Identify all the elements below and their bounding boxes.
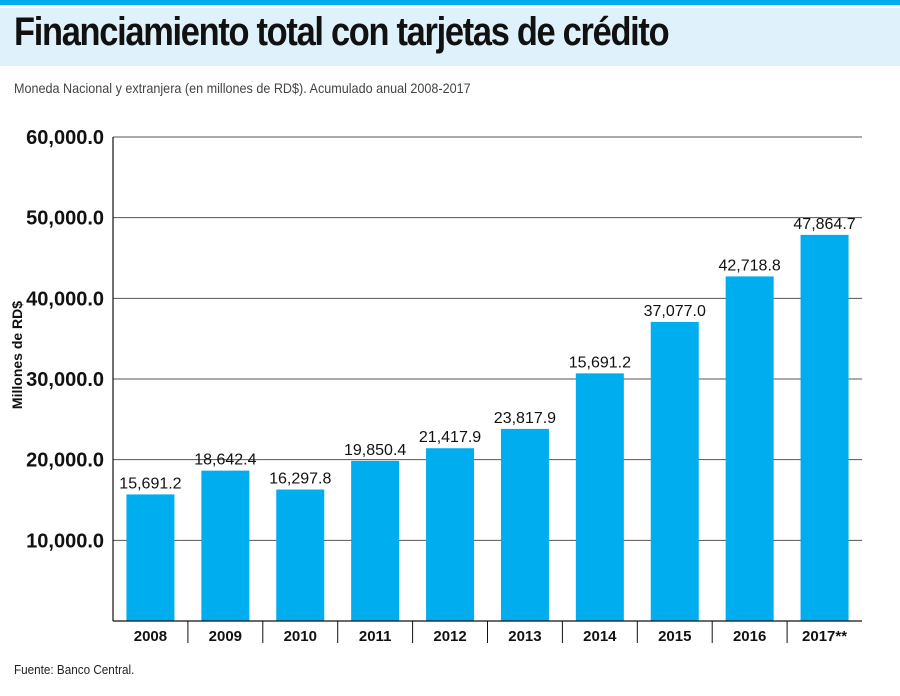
bar [276,489,325,621]
bars: 15,691.2 18,642.4 16,297.8 19,850.4 21,417.9… [119,216,856,621]
bar-value-label: 37,077.0 [644,303,706,320]
y-axis-label: Millones de RD$ [9,301,25,409]
bar-value-label: 47,864.7 [793,216,855,233]
bar [351,460,400,621]
page-title: Financiamiento total con tarjetas de cré… [14,10,670,54]
x-tick-label: 2009 [209,628,242,645]
chart-subtitle: Moneda Nacional y extranjera (en millone… [14,80,471,96]
bar-value-label: 23,817.9 [494,410,556,427]
bar [126,494,175,621]
bar-value-label: 42,718.8 [719,257,781,274]
bar [575,373,624,621]
x-tick-label: 2012 [433,628,466,645]
bar-value-label: 18,642.4 [194,452,256,469]
x-tick-label: 2013 [508,628,541,645]
source-note: Fuente: Banco Central. [14,662,135,677]
bar-value-label: 19,850.4 [344,442,406,459]
axes: 10,000.0 20,000.0 30,000.0 40,000.0 50,000.0… [26,127,862,645]
x-tick-label: 2011 [359,628,392,645]
title-band [0,8,900,66]
bar-value-label: 16,297.8 [269,471,331,488]
bar-value-label: 15,691.2 [569,354,631,371]
bar-value-label: 15,691.2 [119,475,181,492]
x-tick-label: 2014 [583,628,617,645]
bar [500,428,549,621]
top-accent-rule [0,0,900,5]
x-tick-label: 2010 [284,628,317,645]
y-tick-label: 50,000.0 [26,208,104,230]
y-tick-label: 20,000.0 [26,450,104,472]
y-tick-label: 10,000.0 [26,530,104,552]
bar [725,276,774,621]
bar [650,321,699,621]
bar [426,448,475,621]
bar [201,470,250,621]
y-tick-label: 30,000.0 [26,369,104,391]
y-tick-label: 40,000.0 [26,288,104,310]
x-tick-label: 2008 [134,628,167,645]
x-tick-label: 2016 [733,628,766,645]
x-tick-label: 2017** [802,628,847,645]
y-tick-label: 60,000.0 [26,127,104,149]
bar-value-label: 21,417.9 [419,429,481,446]
bar [800,234,849,621]
x-tick-label: 2015 [658,628,691,645]
